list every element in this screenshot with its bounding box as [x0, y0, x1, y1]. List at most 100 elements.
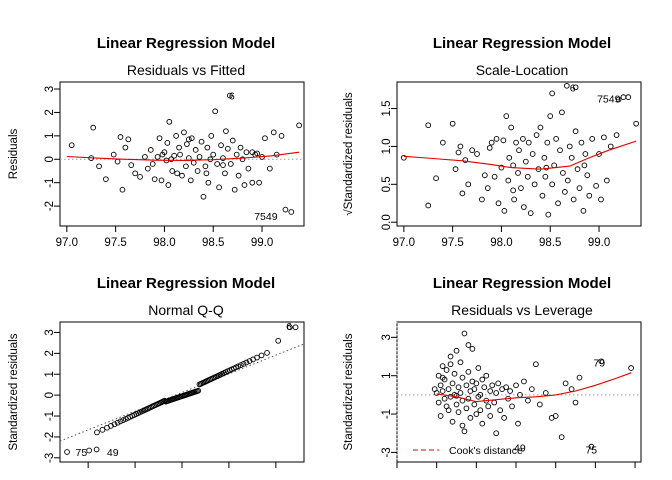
data-point	[292, 324, 299, 331]
data-point	[511, 196, 517, 203]
data-point	[475, 365, 482, 371]
data-point	[210, 151, 217, 158]
data-point	[491, 399, 498, 406]
data-point	[498, 164, 505, 171]
data-point	[168, 156, 175, 163]
data-point	[521, 204, 527, 210]
panel3-subtitle: Normal Q-Q	[148, 302, 224, 318]
y-tick-label: 2	[44, 109, 56, 115]
data-point	[449, 380, 456, 387]
data-point	[524, 173, 531, 180]
data-point	[572, 399, 579, 406]
data-point	[525, 397, 531, 404]
data-point	[204, 144, 211, 151]
data-point	[465, 369, 472, 375]
data-point	[249, 179, 256, 186]
data-point	[572, 84, 579, 91]
data-point	[588, 443, 595, 450]
data-point	[572, 128, 579, 135]
panel2-plot-box	[396, 81, 642, 227]
data-point	[570, 196, 577, 203]
data-point	[495, 200, 502, 207]
data-point	[589, 135, 596, 142]
data-point	[574, 166, 581, 173]
y-tick-label: -3	[44, 453, 56, 463]
point-label: 6	[229, 91, 235, 103]
data-point	[114, 419, 121, 426]
panel1-subtitle: Residuals vs Fitted	[127, 62, 245, 78]
data-point	[202, 163, 209, 170]
data-point	[529, 151, 536, 157]
data-point	[176, 144, 182, 151]
panel1-marks: 97.0 97.5 98.0 98.5 99.0 -2 -1 0 1 2 3 6 7549	[44, 86, 304, 249]
data-point	[474, 151, 480, 157]
point-label: 6	[286, 321, 292, 333]
data-point	[545, 211, 552, 218]
data-point	[557, 147, 563, 154]
data-point	[453, 392, 460, 399]
data-point	[483, 372, 490, 379]
data-point	[270, 129, 277, 136]
data-point	[568, 386, 575, 392]
data-point	[493, 390, 500, 396]
y-tick-label: 1	[44, 133, 56, 139]
data-point	[520, 135, 526, 142]
data-point	[203, 170, 210, 177]
panel3-marks: -3 -2 -1 0 1 2 3 6 75 49	[44, 321, 305, 468]
data-point	[509, 403, 515, 410]
data-point	[510, 187, 516, 194]
data-point	[522, 158, 529, 165]
data-point	[208, 133, 215, 139]
data-point	[615, 96, 622, 103]
data-point	[489, 382, 496, 389]
data-point	[559, 109, 565, 116]
data-point	[455, 409, 462, 415]
data-point	[111, 421, 118, 428]
data-point	[445, 407, 452, 414]
data-point	[86, 447, 92, 454]
data-point	[239, 156, 246, 163]
data-point	[264, 350, 270, 356]
data-point	[593, 182, 599, 189]
data-point	[479, 376, 486, 383]
data-point	[625, 94, 632, 101]
panel2-title: Linear Regression Model	[433, 35, 611, 52]
data-point	[479, 420, 486, 427]
data-point	[533, 361, 539, 368]
data-point	[465, 342, 472, 348]
data-point	[562, 380, 569, 387]
data-point	[469, 147, 476, 154]
data-point	[461, 330, 468, 337]
data-point	[549, 90, 556, 97]
data-point	[439, 388, 446, 394]
data-point	[620, 94, 627, 101]
data-point	[453, 347, 460, 354]
panel3-plot-box	[59, 321, 305, 463]
data-point	[187, 177, 194, 184]
data-point	[506, 154, 513, 161]
data-point	[158, 177, 165, 184]
data-point	[581, 162, 588, 169]
data-point	[453, 401, 460, 408]
data-point	[576, 374, 583, 381]
data-point	[445, 386, 452, 392]
data-point	[471, 401, 478, 408]
data-point	[459, 374, 466, 381]
data-point	[237, 362, 244, 368]
data-point	[459, 190, 466, 197]
panel-scale-location: Linear Regression Model Scale-Location √…	[342, 35, 642, 249]
data-point	[256, 179, 262, 186]
point-label: 6	[570, 82, 576, 94]
panel3-ylabel: Standardized residuals	[8, 333, 20, 450]
data-point	[119, 186, 126, 193]
data-point	[451, 370, 458, 377]
panel1-ylabel: Residuals	[8, 129, 20, 180]
data-point	[425, 202, 432, 209]
y-tick-label: 2	[44, 350, 56, 356]
data-point	[463, 405, 470, 412]
data-point	[515, 170, 521, 176]
data-point	[245, 165, 252, 172]
data-point	[225, 145, 231, 152]
data-point	[240, 361, 247, 367]
